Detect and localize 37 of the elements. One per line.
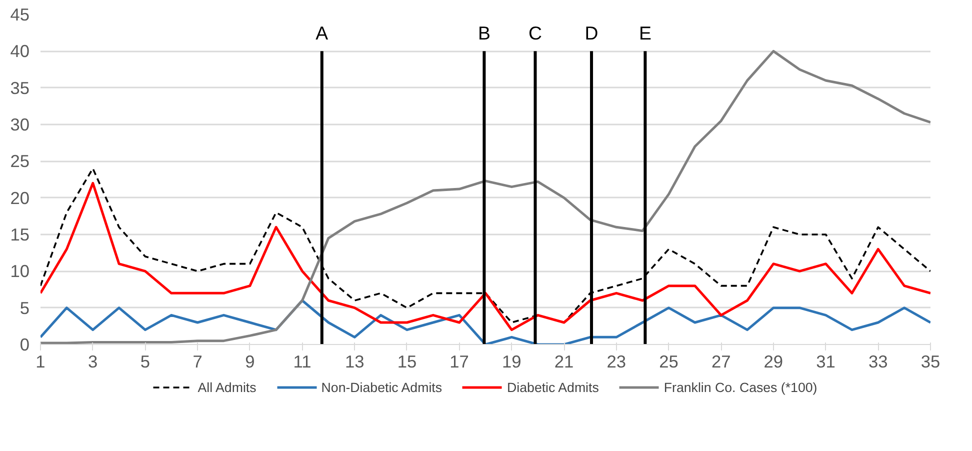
x-tick-label: 5	[140, 352, 150, 372]
y-tick-label: 5	[20, 298, 30, 318]
y-tick-label: 45	[10, 4, 30, 24]
x-tick-label: 1	[36, 352, 46, 372]
x-tick-label: 35	[920, 352, 940, 372]
x-tick-label: 11	[293, 352, 312, 372]
ref-line-label: E	[638, 22, 652, 44]
x-tick-label: 31	[816, 352, 836, 372]
ref-line-label: C	[528, 22, 542, 44]
y-tick-label: 10	[10, 261, 30, 282]
legend-label: Non-Diabetic Admits	[321, 380, 442, 394]
x-tick-label: 9	[245, 352, 255, 372]
y-tick-label: 20	[10, 188, 30, 208]
y-tick-label: 0	[20, 334, 30, 354]
x-tick-label: 23	[606, 352, 626, 372]
x-tick-label: 21	[554, 352, 574, 372]
y-tick-label: 35	[10, 78, 30, 98]
legend-label: Diabetic Admits	[507, 380, 599, 394]
y-tick-label: 30	[10, 114, 30, 134]
x-tick-label: 13	[344, 352, 364, 372]
y-tick-label: 15	[10, 224, 30, 244]
x-tick-label: 7	[192, 352, 202, 372]
ref-line-label: A	[316, 22, 329, 44]
x-tick-label: 29	[764, 352, 784, 372]
x-tick-label: 27	[711, 352, 731, 372]
legend-label: All Admits	[198, 380, 256, 394]
ref-line-label: D	[584, 22, 598, 44]
x-tick-label: 25	[659, 352, 678, 372]
x-tick-label: 3	[88, 352, 98, 372]
x-tick-label: 19	[502, 352, 522, 372]
legend-label: Franklin Co. Cases (*100)	[664, 380, 818, 394]
x-tick-label: 33	[868, 352, 888, 372]
y-tick-label: 40	[10, 41, 30, 62]
ref-line-label: B	[478, 22, 490, 44]
x-tick-label: 17	[450, 352, 469, 372]
x-tick-label: 15	[397, 352, 417, 372]
y-tick-label: 25	[10, 151, 30, 172]
